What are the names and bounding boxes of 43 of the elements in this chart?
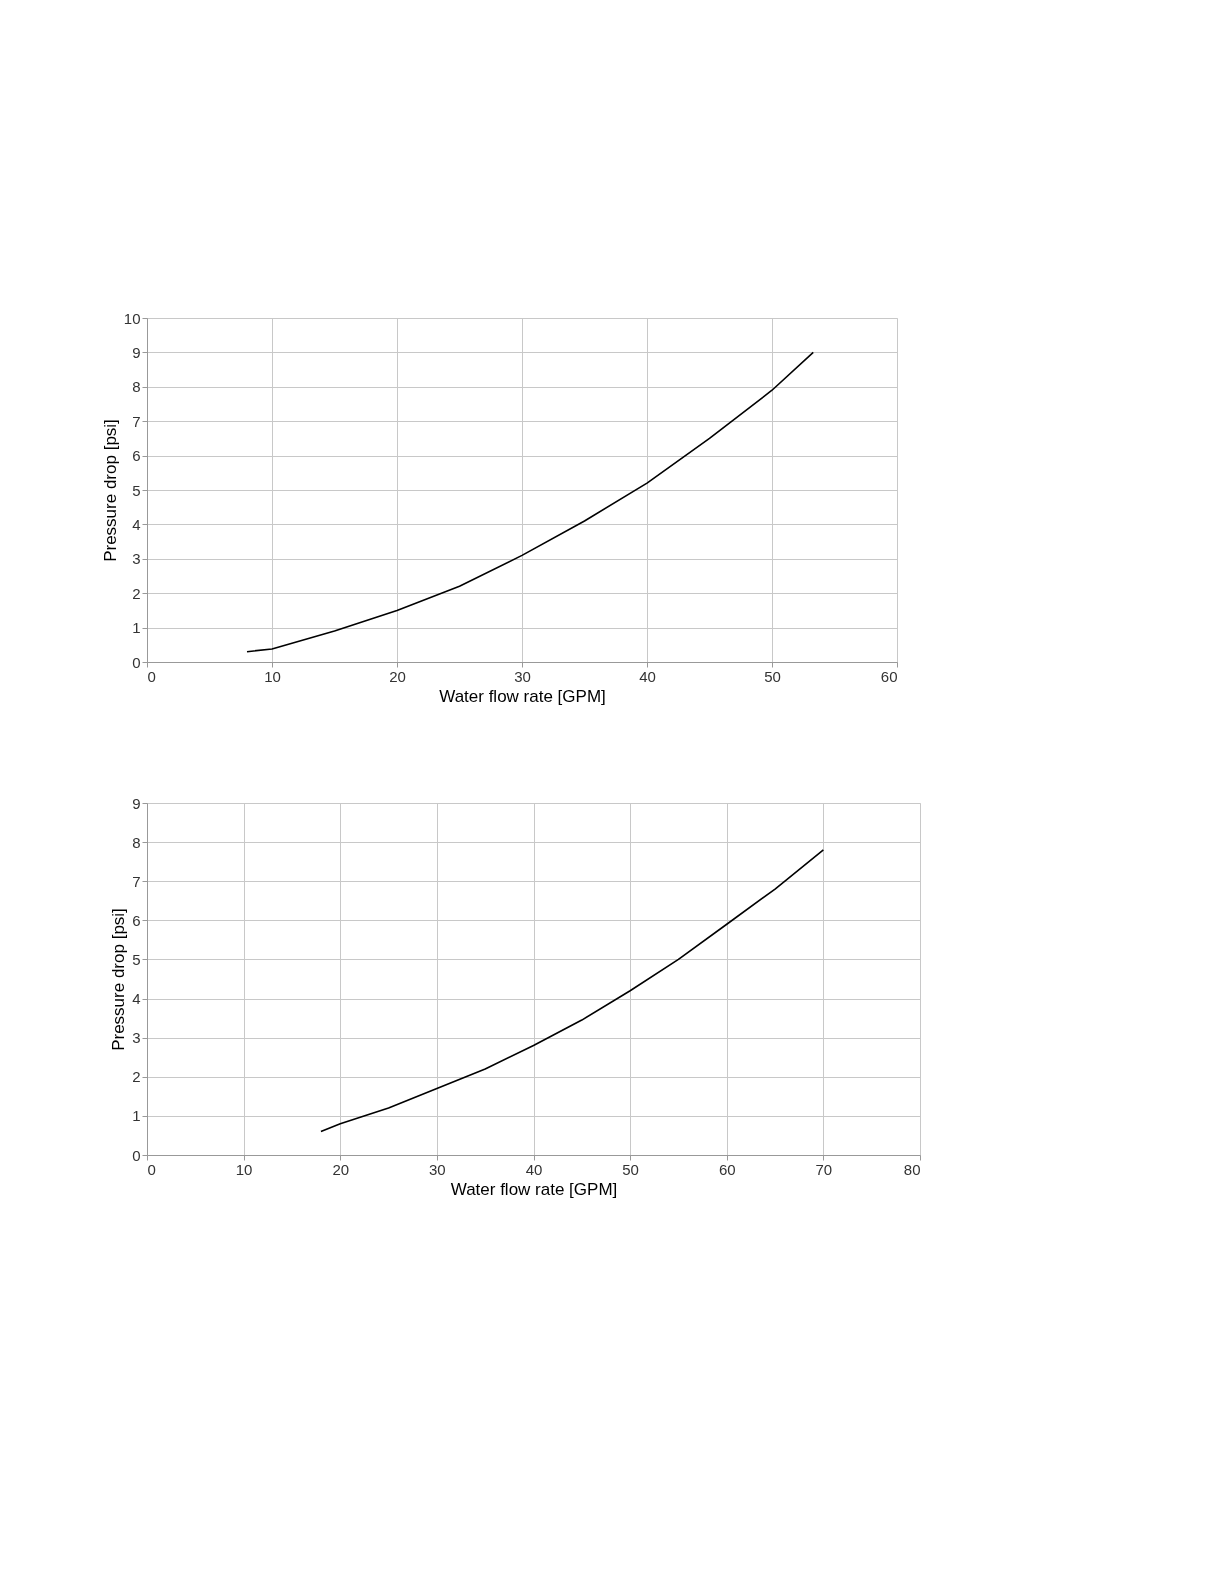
y-tick-label: 5: [132, 481, 141, 499]
x-tick-label: 0: [147, 667, 156, 685]
x-tick-label: 10: [264, 667, 281, 685]
y-tick-label: 6: [132, 911, 141, 929]
y-tick-label: 3: [132, 550, 141, 568]
x-tick-label: 40: [525, 1160, 543, 1178]
x-tick-label: 60: [880, 667, 898, 685]
y-tick-label: 7: [132, 412, 141, 430]
x-tick-label: 20: [389, 667, 406, 685]
y-tick-label: 0: [132, 1146, 141, 1164]
y-tick-label: 4: [132, 990, 141, 1008]
y-tick-label: 2: [132, 584, 141, 602]
y-tick-label: 0: [132, 653, 141, 671]
x-tick-label: 30: [429, 1160, 446, 1178]
x-tick-label: 0: [147, 1160, 156, 1178]
y-axis-title: Pressure drop [psi]: [109, 908, 129, 1051]
x-tick-label: 60: [718, 1160, 736, 1178]
y-tick-label: 6: [132, 447, 141, 465]
y-tick-label: 9: [132, 794, 141, 812]
x-axis-title: Water flow rate [GPM]: [450, 1179, 618, 1199]
y-tick-label: 8: [132, 378, 141, 396]
x-tick-label: 80: [903, 1160, 921, 1178]
x-tick-label: 50: [622, 1160, 639, 1178]
y-tick-label: 1: [132, 1107, 141, 1125]
line-series: [246, 351, 815, 653]
y-tick-label: 4: [132, 515, 141, 533]
y-tick-label: 10: [123, 309, 141, 327]
x-tick-label: 10: [235, 1160, 253, 1178]
y-tick-label: 3: [132, 1029, 141, 1047]
y-tick-label: 8: [132, 833, 141, 851]
line-series: [320, 849, 825, 1133]
x-tick-label: 50: [764, 667, 781, 685]
y-tick-label: 5: [132, 950, 141, 968]
x-tick-label: 20: [332, 1160, 350, 1178]
y-tick-label: 1: [132, 619, 141, 637]
y-tick-label: 7: [132, 872, 141, 890]
x-tick-label: 30: [514, 667, 531, 685]
y-tick-label: 9: [132, 343, 141, 361]
x-tick-label: 70: [815, 1160, 833, 1178]
x-tick-label: 40: [639, 667, 656, 685]
x-axis-title: Water flow rate [GPM]: [439, 686, 606, 706]
y-tick-label: 2: [132, 1068, 141, 1086]
y-axis-title: Pressure drop [psi]: [100, 419, 120, 562]
